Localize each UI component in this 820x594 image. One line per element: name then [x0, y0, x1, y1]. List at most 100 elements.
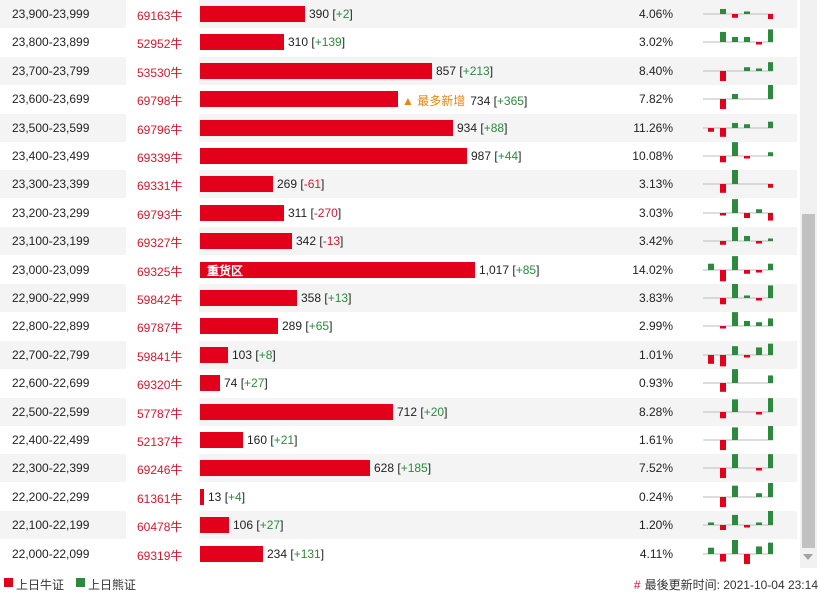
sparkline-bar: [708, 128, 714, 132]
warrant-code-link[interactable]: 69246牛: [137, 463, 183, 477]
table-row[interactable]: 23,300-23,399 69331牛 269 [-61] 3.13%: [0, 170, 797, 198]
warrant-code-link[interactable]: 69320牛: [137, 378, 183, 392]
table-row[interactable]: 22,300-22,399 69246牛 628 [+185] 7.52%: [0, 454, 797, 482]
percentage: 14.02%: [632, 263, 673, 277]
scrollbar-thumb[interactable]: [802, 214, 815, 548]
last-updated: # 最後更新时间: 2021-10-04 23:14: [634, 576, 818, 593]
daily-change-sparkline: [703, 454, 773, 479]
table-row[interactable]: 22,700-22,799 59841牛 103 [+8] 1.01%: [0, 341, 797, 369]
quantity-value: 106: [233, 518, 254, 532]
table-row[interactable]: 23,700-23,799 53530牛 857 [+213] 8.40%: [0, 57, 797, 85]
warrant-code-link[interactable]: 69793牛: [137, 208, 183, 222]
warrant-code-link[interactable]: 69796牛: [137, 123, 183, 137]
warrant-code-link[interactable]: 61361牛: [137, 492, 183, 506]
table-row[interactable]: 22,500-22,599 57787牛 712 [+20] 8.28%: [0, 398, 797, 426]
sparkline-bar: [732, 170, 738, 184]
code-cell: [126, 540, 199, 568]
sparkline-bar: [732, 256, 738, 270]
bear-legend-label: 上日熊证: [88, 578, 137, 592]
table-row[interactable]: 22,200-22,299 61361牛 13 [+4] 0.24%: [0, 483, 797, 511]
table-row[interactable]: 23,400-23,499 69339牛 987 [+44] 10.08%: [0, 142, 797, 170]
sparkline-bar: [732, 122, 738, 128]
sparkline-bar: [768, 184, 773, 188]
sparkline-bar: [768, 454, 773, 468]
warrant-code-link[interactable]: 57787牛: [137, 407, 183, 421]
quantity-value: 74: [224, 376, 238, 390]
sparkline-bar: [756, 298, 762, 301]
warrant-code-link[interactable]: 69787牛: [137, 321, 183, 335]
sparkline-bar: [756, 546, 762, 554]
warrant-code-link[interactable]: 69798牛: [137, 94, 183, 108]
sparkline-bar: [768, 238, 773, 241]
quantity-change: +13: [327, 291, 349, 305]
percentage: 7.82%: [638, 92, 673, 106]
sparkline-bar: [720, 99, 726, 110]
table-row[interactable]: 23,100-23,199 69327牛 342 [-13] 3.42%: [0, 227, 797, 255]
code-cell: [126, 369, 199, 397]
warrant-code-link[interactable]: 69163牛: [137, 9, 183, 23]
warrant-code-link[interactable]: 60478牛: [137, 520, 183, 534]
sparkline-bar: [720, 8, 726, 14]
quantity-label: 106 [+27]: [233, 518, 284, 532]
quantity-label: 160 [+21]: [247, 433, 298, 447]
code-cell: [126, 170, 199, 198]
warrant-code-link[interactable]: 59842牛: [137, 293, 183, 307]
warrant-code-link[interactable]: 52137牛: [137, 435, 183, 449]
table-row[interactable]: 22,600-22,699 69320牛 74 [+27] 0.93%: [0, 369, 797, 397]
quantity-value: 734: [470, 94, 491, 108]
code-cell: [126, 312, 199, 340]
sparkline-bar: [768, 62, 773, 71]
quantity-value: 234: [267, 547, 288, 561]
table-row[interactable]: 23,000-23,099 69325牛 重货区 1,017 [+85] 14.02%: [0, 256, 797, 284]
daily-change-sparkline: [703, 29, 773, 45]
warrant-code-link[interactable]: 69327牛: [137, 236, 183, 250]
daily-change-sparkline: [703, 256, 773, 282]
quantity-bar: [200, 290, 297, 306]
sparkline-bar: [744, 235, 750, 241]
daily-change-sparkline: [703, 426, 773, 451]
warrant-code-link[interactable]: 52952牛: [137, 37, 183, 51]
percentage: 2.99%: [638, 319, 673, 333]
scroll-down-arrow[interactable]: [803, 554, 813, 560]
sparkline-bar: [756, 209, 762, 213]
warrant-code-link[interactable]: 59841牛: [137, 350, 183, 364]
sparkline-bar: [744, 11, 750, 14]
table-row[interactable]: 22,800-22,899 69787牛 289 [+65] 2.99%: [0, 312, 797, 340]
quantity-change: +185: [400, 461, 428, 475]
warrant-code-link[interactable]: 69319牛: [137, 549, 183, 563]
quantity-change: -13: [322, 234, 341, 248]
sparkline-bar: [768, 483, 773, 497]
quantity-value: 342: [296, 234, 317, 248]
warrant-code-link[interactable]: 69331牛: [137, 179, 183, 193]
warrant-code-link[interactable]: 53530牛: [137, 66, 183, 80]
sparkline-bar: [720, 326, 726, 329]
quantity-value: 358: [301, 291, 322, 305]
quantity-label: 1,017 [+85]: [479, 263, 540, 277]
table-row[interactable]: 23,600-23,699 69798牛 ▲ 最多新增 734 [+365] 7.82%: [0, 85, 797, 113]
price-range: 22,000-22,099: [12, 547, 90, 561]
daily-change-sparkline: [703, 284, 773, 305]
price-range: 23,600-23,699: [12, 92, 90, 106]
table-row[interactable]: 22,900-22,999 59842牛 358 [+13] 3.83%: [0, 284, 797, 312]
table-row[interactable]: 23,900-23,999 69163牛 390 [+2] 4.06%: [0, 0, 797, 28]
table-row[interactable]: 22,400-22,499 52137牛 160 [+21] 1.61%: [0, 426, 797, 454]
warrant-code-link[interactable]: 69325牛: [137, 265, 183, 279]
quantity-change: -270: [313, 206, 338, 220]
daily-change-sparkline: [703, 511, 773, 531]
quantity-value: 13: [208, 490, 222, 504]
price-range: 22,600-22,699: [12, 376, 90, 390]
quantity-value: 160: [247, 433, 268, 447]
warrant-code-link[interactable]: 69339牛: [137, 151, 183, 165]
price-range: 22,800-22,899: [12, 319, 90, 333]
sparkline-bar: [732, 454, 738, 468]
sparkline-bar: [768, 121, 773, 128]
table-row[interactable]: 23,200-23,299 69793牛 311 [-270] 3.03%: [0, 199, 797, 227]
table-row[interactable]: 23,500-23,599 69796牛 934 [+88] 11.26%: [0, 114, 797, 142]
table-row[interactable]: 22,000-22,099 69319牛 234 [+131] 4.11%: [0, 540, 797, 568]
sparkline-bar: [768, 343, 773, 355]
sparkline-bar: [768, 511, 773, 525]
table-row[interactable]: 22,100-22,199 60478牛 106 [+27] 1.20%: [0, 511, 797, 539]
code-cell: [126, 199, 199, 227]
scrollbar[interactable]: [800, 0, 817, 568]
table-row[interactable]: 23,800-23,899 52952牛 310 [+139] 3.02%: [0, 28, 797, 56]
